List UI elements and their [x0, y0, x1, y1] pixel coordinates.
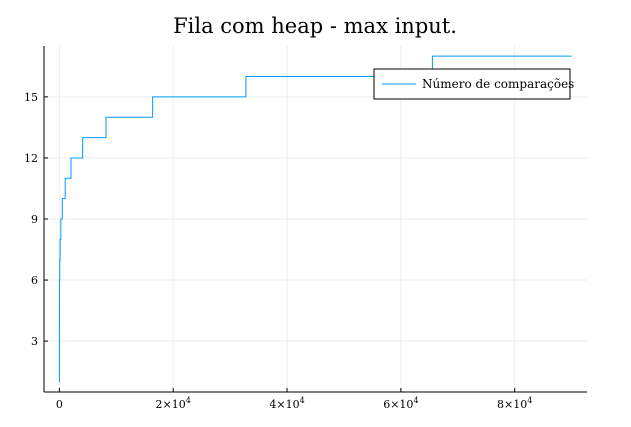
- y-tick-label: 6: [31, 274, 38, 287]
- y-tick-label: 15: [24, 91, 38, 104]
- x-tick-exponent: 4: [527, 396, 532, 405]
- y-tick-label: 12: [24, 152, 38, 165]
- y-tick-label: 3: [31, 335, 38, 348]
- x-tick-label: 0: [56, 398, 63, 411]
- legend-label: Número de comparações: [422, 77, 574, 91]
- legend-box: [373, 68, 571, 100]
- x-tick-label: 8×104: [497, 396, 532, 411]
- x-tick-exponent: 4: [413, 396, 418, 405]
- series-layer: [58, 55, 572, 383]
- x-tick-label: 6×104: [383, 396, 418, 411]
- x-axis-ticks: 0 2×104 4×104 6×104 8×104: [56, 388, 532, 411]
- x-tick-exponent: 4: [300, 396, 305, 405]
- x-tick-label: 2×104: [156, 396, 191, 411]
- legend: Número de comparações: [373, 68, 574, 100]
- y-axis-ticks: 3 6 9 12 15: [24, 91, 48, 348]
- series-line-0: [58, 55, 572, 383]
- x-tick-label: 4×104: [269, 396, 304, 411]
- chart-title: Fila com heap - max input.: [173, 14, 457, 38]
- x-tick-exponent: 4: [186, 396, 191, 405]
- y-tick-label: 9: [31, 213, 38, 226]
